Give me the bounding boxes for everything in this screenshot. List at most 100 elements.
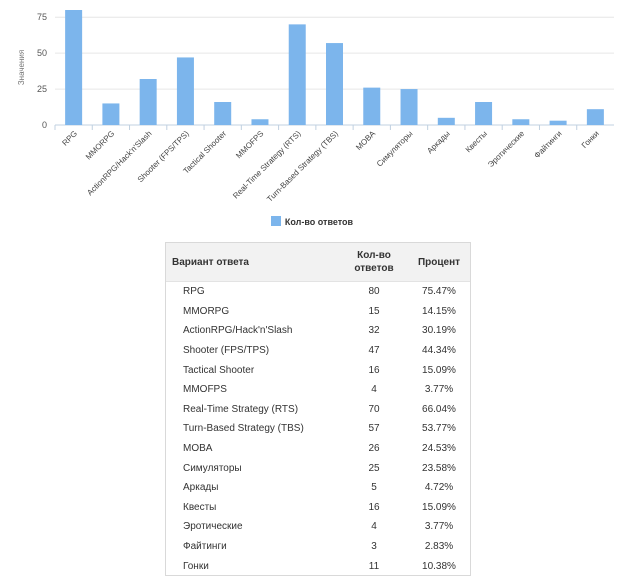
table-row: MOBA 26 24.53% [166,439,470,459]
answer-cell: Turn-Based Strategy (TBS) [183,423,304,435]
bar[interactable] [326,43,343,125]
bar[interactable] [586,109,604,125]
percent-cell: 30.19% [422,325,456,337]
answer-cell: Квесты [183,501,217,513]
answer-cell: MMORPG [183,305,230,317]
count-cell: 47 [368,345,380,357]
table-row: Tactical Shooter 16 15.09% [166,360,470,380]
y-tick-label: 0 [42,120,47,130]
bar[interactable] [102,103,120,125]
count-cell: 70 [368,403,380,415]
bar[interactable] [512,119,530,125]
table-row: ActionRPG/Hack'n'Slash 32 30.19% [166,321,470,341]
x-tick-label: Квесты [464,129,489,154]
x-tick-label: MMORPG [84,129,116,161]
results-table-container: Вариант ответа Кол-во ответов Процент RP… [165,242,471,576]
x-tick-label: Файтинги [532,129,563,160]
answer-cell: MMOFPS [183,384,227,396]
percent-cell: 14.15% [422,305,456,317]
answer-cell: Shooter (FPS/TPS) [183,345,270,357]
x-tick-label: Симуляторы [375,129,415,169]
percent-cell: 3.77% [424,521,454,533]
count-cell: 16 [368,501,380,513]
count-cell: 80 [368,286,380,298]
header-count: Кол-во ответов [340,243,408,282]
y-tick-label: 75 [37,12,47,22]
bar[interactable] [251,119,269,125]
table-row: Симуляторы 25 23.58% [166,458,470,478]
percent-cell: 24.53% [422,443,456,455]
table-row: Shooter (FPS/TPS) 47 44.34% [166,341,470,361]
bar[interactable] [475,102,493,125]
table-row: RPG 80 75.47% [166,282,470,302]
answer-cell: ActionRPG/Hack'n'Slash [183,325,293,337]
percent-cell: 4.72% [424,482,454,494]
count-cell: 25 [368,462,380,474]
x-tick-label: MMOFPS [234,129,265,160]
header-answer: Вариант ответа [166,243,340,282]
x-tick-label: MOBA [354,129,377,152]
percent-cell: 2.83% [424,541,454,553]
answer-cell: Эротические [183,521,243,533]
y-tick-label: 25 [37,84,47,94]
answer-cell: Симуляторы [183,462,242,474]
y-axis-title: Значения [17,50,26,85]
count-cell: 26 [368,443,380,455]
table-row: Turn-Based Strategy (TBS) 57 53.77% [166,419,470,439]
count-cell: 4 [371,521,377,533]
answer-cell: Tactical Shooter [183,364,255,376]
count-cell: 57 [368,423,380,435]
table-row: Аркады 5 4.72% [166,478,470,498]
chart-legend[interactable]: Кол-во ответов [0,216,624,227]
table-row: Гонки 11 10.38% [166,556,470,576]
percent-cell: 3.77% [424,384,454,396]
percent-cell: 15.09% [422,501,456,513]
bar[interactable] [363,87,381,125]
bar-chart: 0 25 50 75 Значения RPG MMORPGActionRPG/Hack'n… [17,10,614,204]
bar[interactable] [176,57,194,125]
bar[interactable] [437,117,455,125]
x-tick-label: ActionRPG/Hack'n'Slash [85,129,153,197]
count-cell: 16 [368,364,380,376]
y-tick-label: 50 [37,48,47,58]
answer-cell: Real-Time Strategy (RTS) [183,403,299,415]
answer-cell: RPG [183,286,205,298]
percent-cell: 44.34% [422,345,456,357]
count-cell: 15 [368,305,380,317]
percent-cell: 23.58% [422,462,456,474]
table-row: Квесты 16 15.09% [166,498,470,518]
count-cell: 32 [368,325,380,337]
percent-cell: 75.47% [422,286,456,298]
bar[interactable] [549,120,567,125]
answer-cell: Файтинги [183,541,227,553]
header-percent: Процент [408,243,470,282]
count-cell: 5 [371,482,377,494]
answer-cell: Аркады [183,482,219,494]
table-row: Файтинги 3 2.83% [166,537,470,557]
table-header-row: Вариант ответа Кол-во ответов Процент [166,243,470,282]
x-tick-label: Эротические [486,129,526,169]
count-cell: 11 [368,560,380,572]
table-row: MMORPG 15 14.15% [166,302,470,322]
percent-cell: 15.09% [422,364,456,376]
percent-cell: 66.04% [422,403,456,415]
answer-cell: MOBA [183,443,213,455]
x-tick-label: Turn-Based Strategy (TBS) [265,129,340,204]
table-row: Эротические 4 3.77% [166,517,470,537]
table-row: MMOFPS 4 3.77% [166,380,470,400]
legend-label: Кол-во ответов [284,217,354,227]
count-cell: 3 [371,541,377,553]
bar[interactable] [400,89,418,125]
bar[interactable] [288,24,306,125]
table-row: Real-Time Strategy (RTS) 70 66.04% [166,400,470,420]
count-cell: 4 [371,384,377,396]
bar[interactable] [139,79,157,125]
bar[interactable] [65,10,83,125]
legend-swatch [270,216,281,226]
bar[interactable] [214,102,232,125]
percent-cell: 10.38% [422,560,456,572]
answer-cell: Гонки [183,560,209,572]
x-tick-label: Real-Time Strategy (RTS) [231,129,303,201]
x-tick-label: Гонки [580,129,601,150]
x-tick-label: Аркады [425,129,452,156]
